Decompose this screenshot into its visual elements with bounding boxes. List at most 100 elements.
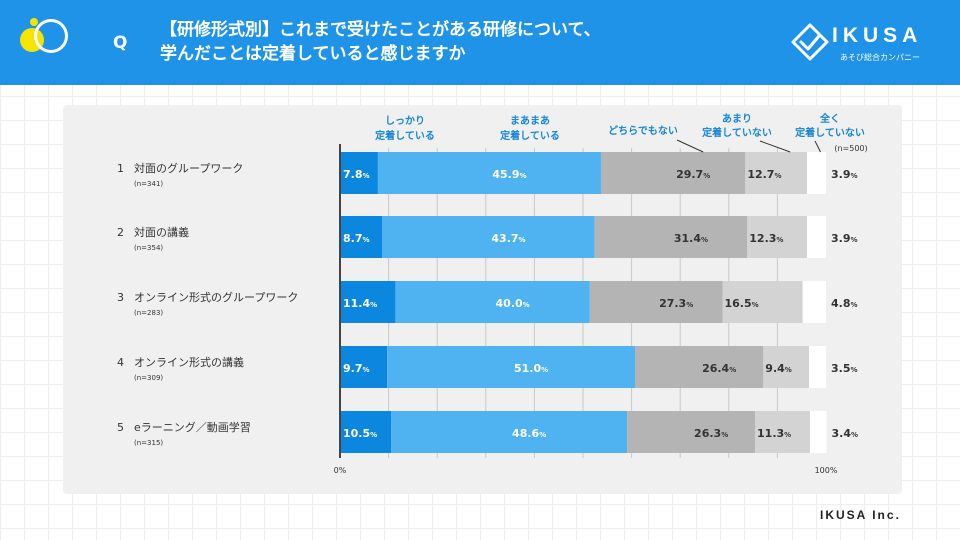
legend-leader-line [759, 140, 791, 153]
data-label-unit: % [729, 366, 736, 374]
category-label: eラーニング／動画学習 [134, 420, 251, 434]
bar-segment-4-4 [763, 346, 809, 388]
bar-segment-5-5 [809, 411, 827, 453]
data-label: 3.4% [831, 427, 858, 440]
legend-label-3: どちらでもない [608, 124, 678, 137]
data-label: 10.5% [343, 427, 377, 440]
data-label: 48.6% [512, 427, 546, 440]
data-label-unit: % [851, 431, 858, 439]
data-label: 29.7% [676, 168, 710, 181]
data-label-unit: % [363, 366, 370, 374]
data-label: 11.4% [343, 297, 377, 310]
data-label-unit: % [701, 236, 708, 244]
data-label: 8.7% [343, 232, 370, 245]
category-label: オンライン形式の講義 [134, 355, 244, 369]
bar-segment-4-1 [340, 346, 388, 388]
data-label: 11.3% [757, 427, 791, 440]
legend-label-4: あまり [722, 112, 752, 125]
legend-label-1: しっかり [385, 115, 425, 127]
data-label-unit: % [851, 236, 858, 244]
logo-subtitle: あそび総合カンパニー [840, 53, 920, 62]
bar-segment-2-4 [747, 216, 808, 258]
page-title: 【研修形式別】これまで受けたことがある研修について、 学んだことは定着していると… [160, 18, 601, 66]
category-number: 3 [117, 291, 124, 304]
data-label: 16.5% [724, 297, 758, 310]
title-line-1: 【研修形式別】これまで受けたことがある研修について、 [160, 20, 601, 40]
bar-segment-5-4 [755, 411, 810, 453]
bar-segment-3-3 [589, 281, 723, 323]
data-label-unit: % [520, 172, 527, 180]
data-label: 12.3% [749, 232, 783, 245]
category-number: 1 [117, 162, 124, 175]
category-n: (n=309) [134, 374, 163, 382]
diamond-logo-icon [791, 23, 829, 61]
bar-segment-1-5 [807, 152, 826, 194]
data-label: 27.3% [659, 297, 693, 310]
decor-yellow-dot [30, 18, 38, 26]
data-label: 7.8% [343, 168, 370, 181]
data-label: 3.9% [831, 168, 858, 181]
bar-segment-1-4 [745, 152, 808, 194]
data-label: 43.7% [491, 232, 525, 245]
x-tick-label: 0% [334, 466, 347, 475]
data-label: 26.4% [702, 362, 736, 375]
bar-segment-3-2 [395, 281, 590, 323]
data-label-unit: % [363, 172, 370, 180]
bar-segment-1-2 [377, 152, 601, 194]
category-n: (n=315) [134, 439, 163, 447]
legend-label-4: 定着していない [702, 126, 772, 139]
legend-label-2: 定着している [500, 129, 560, 142]
category-n: (n=341) [134, 180, 163, 188]
legend-leader-line [676, 139, 704, 153]
bar-segment-5-1 [340, 411, 392, 453]
decor-white-ring [34, 19, 68, 53]
category-n: (n=283) [134, 309, 163, 317]
data-label-unit: % [370, 301, 377, 309]
title-line-2: 学んだことは定着していると感じますか [160, 44, 466, 64]
x-tick-label: 100% [815, 466, 838, 475]
category-label: オンライン形式のグループワーク [134, 290, 298, 304]
data-label: 3.5% [831, 362, 858, 375]
bar-segment-4-5 [808, 346, 826, 388]
bar-segment-2-3 [594, 216, 748, 258]
bar-segment-5-3 [627, 411, 756, 453]
bar-segment-3-5 [802, 281, 826, 323]
data-label-unit: % [370, 431, 377, 439]
data-label: 9.4% [765, 362, 792, 375]
legend-leader-line [814, 140, 821, 153]
category-number: 2 [117, 226, 124, 239]
data-label-unit: % [784, 431, 791, 439]
data-label-unit: % [851, 301, 858, 309]
data-label-unit: % [721, 431, 728, 439]
data-label: 31.4% [674, 232, 708, 245]
bar-segment-1-1 [340, 152, 378, 194]
data-label: 26.3% [694, 427, 728, 440]
data-label: 4.8% [831, 297, 858, 310]
bar-segment-4-2 [387, 346, 636, 388]
total-n-label: (n=500) [834, 144, 867, 153]
data-label: 45.9% [492, 168, 526, 181]
category-n: (n=354) [134, 244, 163, 252]
bar-segment-4-3 [635, 346, 764, 388]
bar-segment-5-2 [391, 411, 628, 453]
ikusa-logo: IKUSA あそび総合カンパニー [790, 20, 940, 70]
data-label-unit: % [363, 236, 370, 244]
legend-label-1: 定着している [375, 129, 435, 142]
data-label-unit: % [519, 236, 526, 244]
bar-segment-2-2 [382, 216, 595, 258]
logo-text: IKUSA [832, 24, 923, 47]
legend-label-5: 全く [819, 112, 840, 125]
legend-label-2: まあまあ [510, 114, 550, 127]
data-label-unit: % [776, 236, 783, 244]
data-label-unit: % [686, 301, 693, 309]
data-label-unit: % [851, 172, 858, 180]
bar-segment-3-1 [340, 281, 396, 323]
footer-company: IKUSA Inc. [820, 508, 901, 522]
data-label-unit: % [541, 366, 548, 374]
data-label-unit: % [523, 301, 530, 309]
data-label-unit: % [752, 301, 759, 309]
bar-segment-3-4 [722, 281, 803, 323]
category-number: 4 [117, 356, 124, 369]
bar-segment-2-5 [807, 216, 826, 258]
data-label-unit: % [785, 366, 792, 374]
